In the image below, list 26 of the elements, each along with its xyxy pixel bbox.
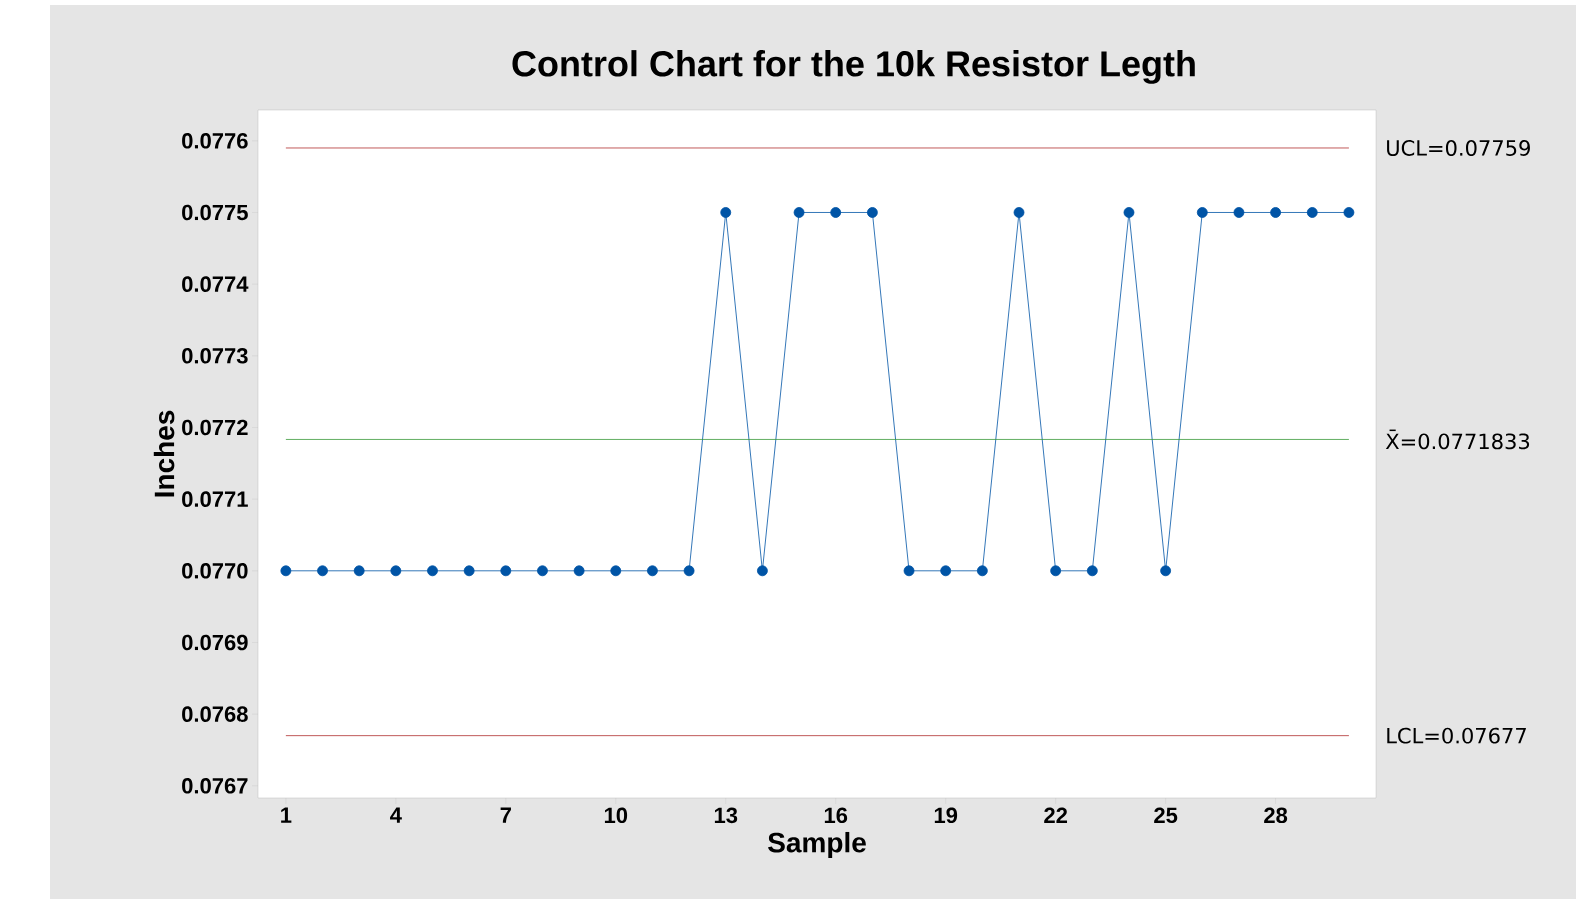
x-tick-label: 1: [281, 807, 292, 823]
y-tick-label: 0.0767: [182, 778, 248, 794]
y-tick-label: 0.0773: [182, 348, 248, 364]
chart-title: Control Chart for the 10k Resistor Legth: [512, 50, 1195, 84]
y-tick-label: 0.0768: [182, 706, 248, 722]
x-tick-label: 19: [934, 807, 958, 824]
y-tick-label: 0.0771: [182, 491, 248, 507]
x-tick-label: 16: [824, 807, 848, 824]
y-tick-label: 0.0774: [182, 276, 249, 292]
x-tick-label: 7: [500, 807, 511, 823]
y-axis-title: Inches: [153, 410, 175, 497]
x-tick-label: 4: [390, 807, 402, 823]
x-tick-label: 25: [1154, 807, 1178, 824]
y-tick-label: 0.0769: [182, 634, 248, 651]
x-tick-label: 28: [1264, 807, 1288, 824]
ref-line-label: X̄=0.0771833: [1385, 429, 1530, 450]
y-tick-label: 0.0775: [182, 204, 248, 221]
y-tick-label: 0.0772: [182, 419, 248, 436]
x-tick-label: 13: [714, 807, 738, 824]
ref-line-label: LCL=0.07677: [1387, 727, 1526, 744]
x-tick-label: 10: [604, 807, 628, 824]
y-tick-label: 0.0776: [182, 133, 248, 149]
ref-line-label: UCL=0.07759: [1387, 140, 1530, 156]
x-axis-title: Sample: [768, 831, 866, 859]
y-tick-label: 0.0770: [182, 563, 248, 579]
x-tick-label: 22: [1044, 807, 1068, 823]
